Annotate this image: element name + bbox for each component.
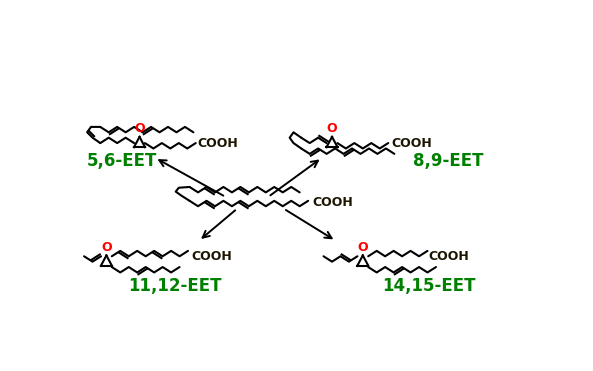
Text: 14,15-EET: 14,15-EET <box>382 277 476 295</box>
Text: O: O <box>327 122 337 135</box>
Text: O: O <box>358 241 368 254</box>
Text: 5,6-EET: 5,6-EET <box>87 152 158 170</box>
Text: O: O <box>101 241 111 254</box>
Text: COOH: COOH <box>197 137 238 150</box>
Text: COOH: COOH <box>313 196 353 209</box>
Text: COOH: COOH <box>428 250 469 263</box>
Text: COOH: COOH <box>391 137 432 150</box>
Text: 11,12-EET: 11,12-EET <box>128 277 221 295</box>
Text: COOH: COOH <box>191 250 232 263</box>
Text: 8,9-EET: 8,9-EET <box>413 152 483 170</box>
Text: O: O <box>134 122 145 135</box>
